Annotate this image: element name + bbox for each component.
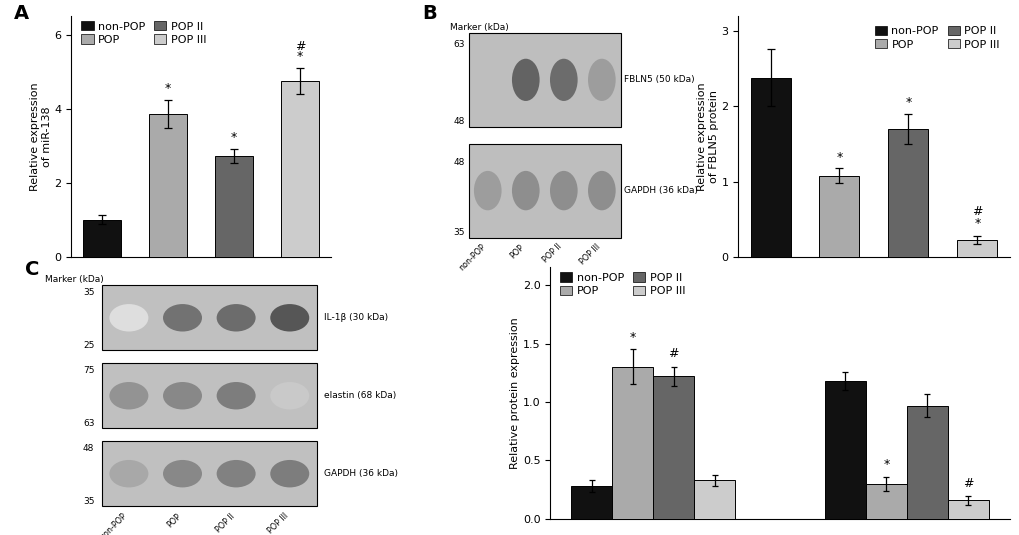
Ellipse shape <box>270 460 309 487</box>
Text: *: * <box>629 331 635 343</box>
Bar <box>888 129 927 257</box>
Bar <box>571 486 611 519</box>
FancyBboxPatch shape <box>102 441 316 506</box>
Bar <box>84 220 121 257</box>
Text: Marker (kDa): Marker (kDa) <box>449 23 508 32</box>
Ellipse shape <box>549 171 577 210</box>
Legend: non-POP, POP, POP II, POP III: non-POP, POP, POP II, POP III <box>76 17 211 49</box>
Text: GAPDH (36 kDa): GAPDH (36 kDa) <box>324 469 397 478</box>
Y-axis label: Relative protein expression: Relative protein expression <box>510 317 520 469</box>
Text: GAPDH (36 kDa): GAPDH (36 kDa) <box>624 186 698 195</box>
Text: Marker (kDa): Marker (kDa) <box>45 275 103 284</box>
Bar <box>652 376 694 519</box>
Legend: non-POP, POP, POP II, POP III: non-POP, POP, POP II, POP III <box>869 21 1004 54</box>
Ellipse shape <box>512 171 539 210</box>
Bar <box>694 480 735 519</box>
Legend: non-POP, POP, POP II, POP III: non-POP, POP, POP II, POP III <box>555 268 689 301</box>
Text: #: # <box>971 205 981 218</box>
Ellipse shape <box>270 382 309 409</box>
Text: 35: 35 <box>453 228 465 237</box>
Text: non-POP: non-POP <box>458 242 487 273</box>
FancyBboxPatch shape <box>102 363 316 429</box>
Ellipse shape <box>163 460 202 487</box>
Text: 75: 75 <box>83 366 95 375</box>
Ellipse shape <box>587 171 615 210</box>
Bar <box>824 381 865 519</box>
Text: POP III: POP III <box>265 511 289 535</box>
Bar <box>611 367 652 519</box>
Ellipse shape <box>109 382 148 409</box>
Ellipse shape <box>587 59 615 101</box>
Ellipse shape <box>549 59 577 101</box>
Text: elastin (68 kDa): elastin (68 kDa) <box>324 391 396 400</box>
Text: C: C <box>25 260 40 279</box>
Text: non-POP: non-POP <box>99 511 128 535</box>
Bar <box>947 500 988 519</box>
Text: IL-1β (30 kDa): IL-1β (30 kDa) <box>324 314 388 322</box>
FancyBboxPatch shape <box>469 33 621 127</box>
Ellipse shape <box>109 304 148 332</box>
Text: *: * <box>905 96 911 109</box>
FancyBboxPatch shape <box>469 144 621 238</box>
Text: *: * <box>973 217 979 231</box>
Text: 35: 35 <box>83 288 95 297</box>
Text: POP: POP <box>165 511 182 529</box>
Y-axis label: Relative expression
of FBLN5 protein: Relative expression of FBLN5 protein <box>696 82 717 191</box>
Text: *: * <box>165 81 171 95</box>
Y-axis label: Relative expression
of miR-138: Relative expression of miR-138 <box>31 82 52 191</box>
Text: POP II: POP II <box>213 511 236 534</box>
Bar <box>818 175 859 257</box>
Text: *: * <box>297 50 303 64</box>
Ellipse shape <box>512 59 539 101</box>
Ellipse shape <box>216 382 256 409</box>
FancyBboxPatch shape <box>102 285 316 350</box>
Text: 25: 25 <box>83 341 95 350</box>
Bar <box>750 78 790 257</box>
Text: *: * <box>230 131 236 144</box>
Text: B: B <box>422 4 436 23</box>
Text: 63: 63 <box>453 41 465 49</box>
Text: 35: 35 <box>83 497 95 506</box>
Text: POP III: POP III <box>577 242 601 266</box>
Text: POP II: POP II <box>541 242 564 265</box>
Ellipse shape <box>109 460 148 487</box>
Bar <box>865 484 906 519</box>
Bar <box>215 156 253 257</box>
Bar <box>906 406 947 519</box>
Ellipse shape <box>163 304 202 332</box>
Text: #: # <box>962 477 973 490</box>
Text: 48: 48 <box>453 158 465 167</box>
Text: 63: 63 <box>83 419 95 428</box>
Text: *: * <box>836 150 842 164</box>
Ellipse shape <box>216 460 256 487</box>
Text: #: # <box>294 40 305 53</box>
Bar <box>957 240 997 257</box>
Text: FBLN5 (50 kDa): FBLN5 (50 kDa) <box>624 75 694 85</box>
Ellipse shape <box>270 304 309 332</box>
Text: 48: 48 <box>83 444 95 453</box>
Ellipse shape <box>163 382 202 409</box>
Text: A: A <box>14 4 30 23</box>
Text: 48: 48 <box>453 118 465 126</box>
Bar <box>149 114 187 257</box>
Text: #: # <box>667 347 679 360</box>
Text: POP: POP <box>507 242 525 260</box>
Ellipse shape <box>474 171 501 210</box>
Bar <box>280 81 319 257</box>
Text: *: * <box>882 458 889 471</box>
Ellipse shape <box>216 304 256 332</box>
